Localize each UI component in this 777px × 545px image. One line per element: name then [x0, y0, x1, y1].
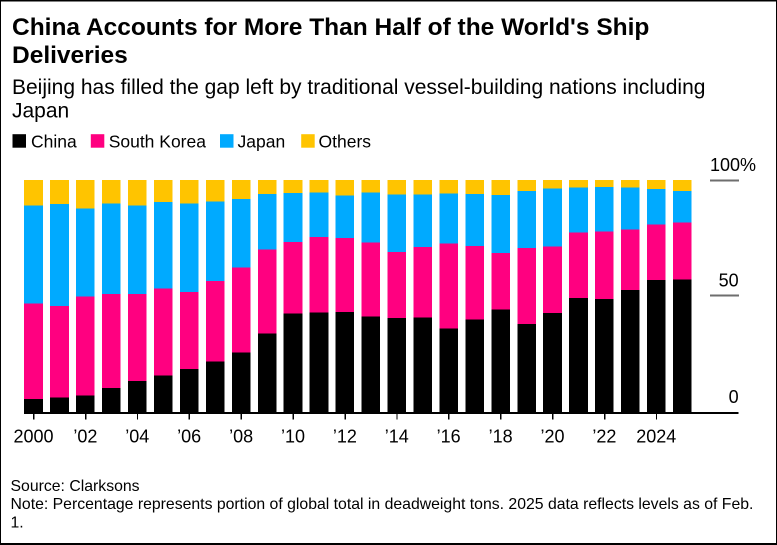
svg-text:South Korea: South Korea: [109, 132, 207, 152]
svg-text:50: 50: [719, 271, 739, 291]
svg-text:2024: 2024: [636, 426, 676, 446]
svg-text:’06: ’06: [177, 426, 201, 446]
svg-text:1.: 1.: [11, 514, 24, 531]
svg-text:Japan: Japan: [238, 132, 286, 152]
svg-text:Note: Percentage represents po: Note: Percentage represents portion of g…: [11, 496, 754, 513]
svg-text:’20: ’20: [540, 426, 564, 446]
svg-text:Deliveries: Deliveries: [12, 42, 128, 69]
svg-text:Beijing has filled the gap lef: Beijing has filled the gap left by tradi…: [12, 76, 705, 99]
svg-text:’14: ’14: [385, 426, 409, 446]
svg-text:100: 100: [710, 155, 740, 175]
svg-text:Others: Others: [319, 132, 372, 152]
svg-text:2000: 2000: [13, 426, 53, 446]
svg-text:’16: ’16: [437, 426, 461, 446]
svg-text:’12: ’12: [333, 426, 357, 446]
svg-text:’08: ’08: [229, 426, 253, 446]
svg-text:0: 0: [729, 387, 739, 407]
svg-text:China Accounts for More Than H: China Accounts for More Than Half of the…: [12, 14, 649, 41]
svg-text:’04: ’04: [125, 426, 149, 446]
svg-text:’10: ’10: [281, 426, 305, 446]
svg-text:%: %: [740, 155, 756, 175]
svg-text:’18: ’18: [489, 426, 513, 446]
svg-text:’02: ’02: [73, 426, 97, 446]
svg-text:Source: Clarksons: Source: Clarksons: [11, 478, 140, 495]
svg-text:’22: ’22: [592, 426, 616, 446]
svg-text:China: China: [31, 132, 77, 152]
svg-text:Japan: Japan: [12, 100, 69, 123]
